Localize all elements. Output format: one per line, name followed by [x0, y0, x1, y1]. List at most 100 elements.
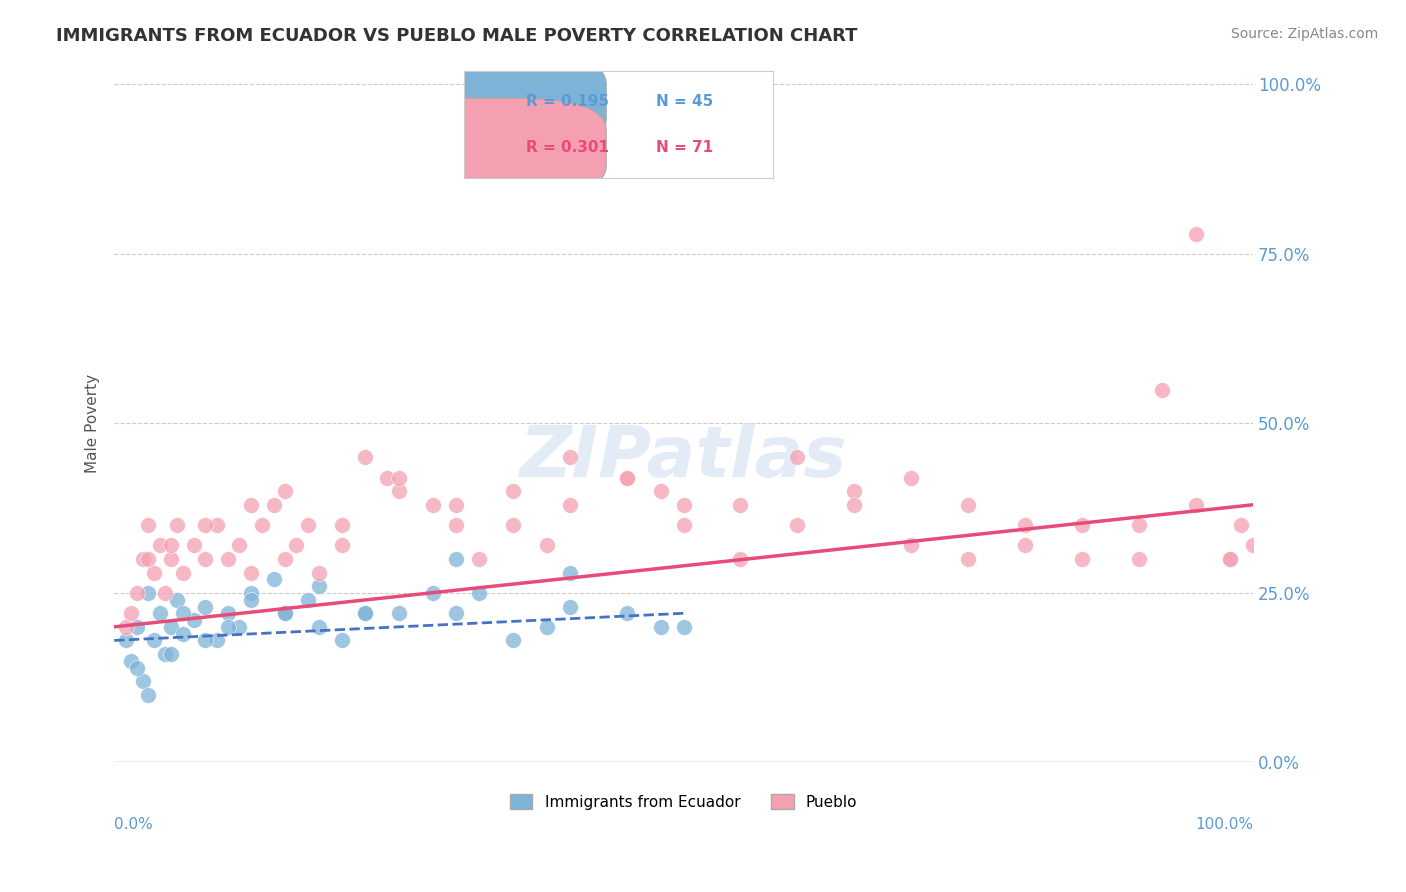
Point	[1241, 539, 1264, 553]
Point	[308, 620, 330, 634]
Point	[194, 633, 217, 648]
Point	[143, 566, 166, 580]
Point	[330, 633, 353, 648]
Point	[138, 552, 160, 566]
Y-axis label: Male Poverty: Male Poverty	[86, 374, 100, 473]
Point	[183, 613, 205, 627]
Point	[149, 539, 172, 553]
Point	[131, 674, 153, 689]
Point	[143, 633, 166, 648]
Point	[502, 633, 524, 648]
Point	[120, 654, 142, 668]
Point	[536, 620, 558, 634]
Point	[217, 620, 239, 634]
Text: N = 45: N = 45	[655, 94, 713, 109]
Point	[125, 620, 148, 634]
Point	[353, 607, 375, 621]
Point	[166, 592, 188, 607]
Point	[330, 539, 353, 553]
Point	[616, 607, 638, 621]
Point	[239, 498, 262, 512]
Point	[274, 607, 297, 621]
Point	[900, 539, 922, 553]
Point	[558, 599, 581, 614]
Point	[422, 498, 444, 512]
Point	[1128, 552, 1150, 566]
Point	[155, 586, 177, 600]
Point	[388, 484, 411, 499]
Point	[125, 660, 148, 674]
Point	[1185, 227, 1208, 241]
Point	[650, 620, 672, 634]
Point	[160, 620, 183, 634]
Point	[183, 539, 205, 553]
Point	[900, 471, 922, 485]
Point	[672, 498, 695, 512]
Point	[308, 566, 330, 580]
Point	[217, 552, 239, 566]
Text: R = 0.301: R = 0.301	[526, 140, 609, 155]
Point	[558, 566, 581, 580]
Point	[444, 607, 467, 621]
Point	[205, 518, 228, 533]
Point	[650, 484, 672, 499]
FancyBboxPatch shape	[381, 52, 606, 152]
Point	[138, 688, 160, 702]
Point	[1219, 552, 1241, 566]
Point	[844, 498, 866, 512]
Text: Source: ZipAtlas.com: Source: ZipAtlas.com	[1230, 27, 1378, 41]
Legend: Immigrants from Ecuador, Pueblo: Immigrants from Ecuador, Pueblo	[503, 788, 863, 816]
Point	[125, 586, 148, 600]
Point	[536, 539, 558, 553]
Point	[730, 552, 752, 566]
Point	[616, 471, 638, 485]
Text: 100.0%: 100.0%	[1195, 817, 1253, 831]
Point	[957, 552, 980, 566]
Point	[194, 599, 217, 614]
Point	[672, 620, 695, 634]
Point	[205, 633, 228, 648]
Point	[138, 518, 160, 533]
Point	[422, 586, 444, 600]
Point	[558, 450, 581, 465]
Point	[786, 450, 808, 465]
Point	[1219, 552, 1241, 566]
Point	[957, 498, 980, 512]
Point	[1150, 383, 1173, 397]
Point	[228, 620, 250, 634]
Point	[388, 607, 411, 621]
Point	[274, 552, 297, 566]
Text: R = 0.195: R = 0.195	[526, 94, 609, 109]
Point	[114, 633, 136, 648]
Point	[502, 484, 524, 499]
Point	[297, 518, 319, 533]
Point	[467, 552, 489, 566]
Point	[388, 471, 411, 485]
Point	[786, 518, 808, 533]
Point	[274, 484, 297, 499]
Point	[194, 518, 217, 533]
Point	[297, 592, 319, 607]
Point	[672, 518, 695, 533]
Point	[172, 566, 194, 580]
Point	[353, 450, 375, 465]
Point	[353, 607, 375, 621]
Point	[160, 539, 183, 553]
FancyBboxPatch shape	[381, 98, 606, 198]
Point	[131, 552, 153, 566]
Point	[1071, 518, 1094, 533]
Point	[155, 647, 177, 661]
Point	[138, 586, 160, 600]
Point	[1128, 518, 1150, 533]
Point	[1071, 552, 1094, 566]
Point	[616, 471, 638, 485]
Point	[114, 620, 136, 634]
Point	[172, 626, 194, 640]
Point	[263, 573, 285, 587]
Point	[239, 566, 262, 580]
Point	[239, 592, 262, 607]
Point	[730, 498, 752, 512]
Point	[1014, 539, 1036, 553]
Point	[217, 607, 239, 621]
Point	[444, 552, 467, 566]
